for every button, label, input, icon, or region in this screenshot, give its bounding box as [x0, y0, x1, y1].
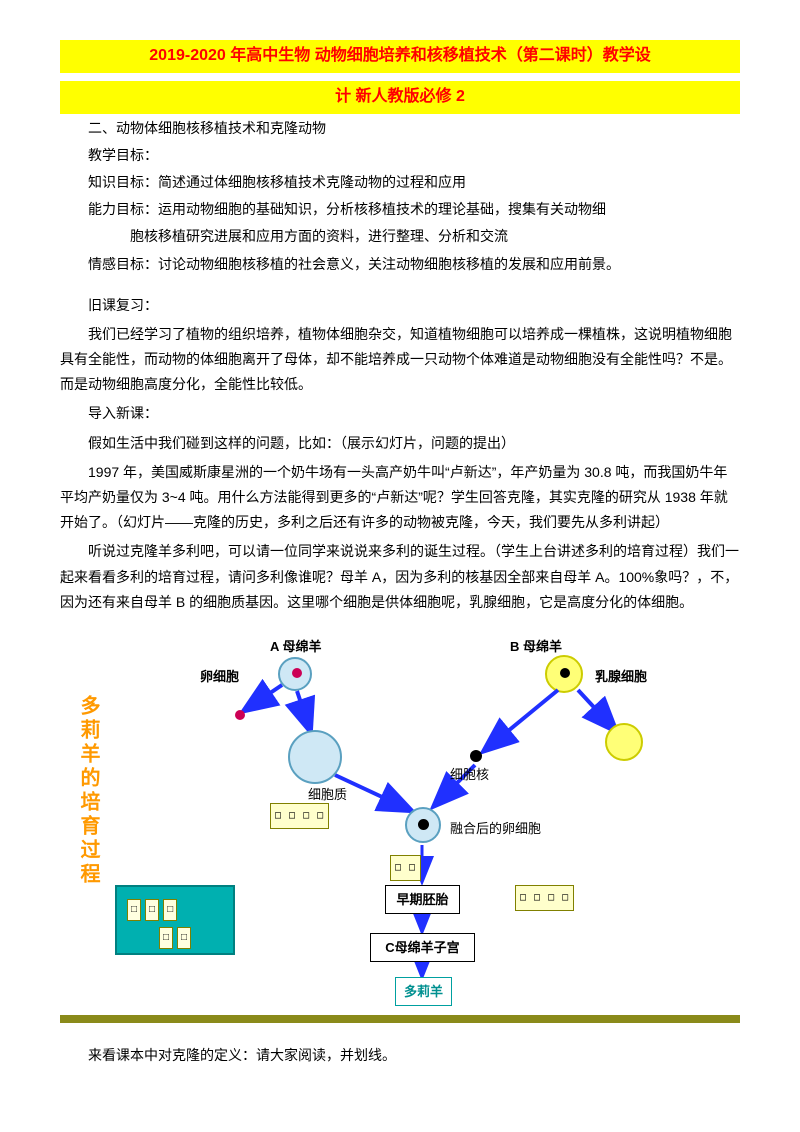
doc-title-1: 2019-2020 年高中生物 动物细胞培养和核移植技术（第二课时）教学设 [60, 40, 740, 73]
smallbox-2: □ □ [390, 855, 421, 881]
isolated-nucleus [470, 750, 482, 762]
intro-p3: 听说过克隆羊多利吧，可以请一位同学来说说来多利的诞生过程。（学生上台讲述多利的培… [60, 539, 740, 615]
intro-p2: 1997 年，美国威斯康星洲的一个奶牛场有一头高产奶牛叫“卢新达”，年产奶量为 … [60, 460, 740, 536]
fused-label: 融合后的卵细胞 [450, 817, 541, 840]
review-p1: 我们已经学习了植物的组织培养，植物体细胞杂交，知道植物细胞可以培养成一棵植株，这… [60, 322, 740, 398]
doc-title-2: 计 新人教版必修 2 [60, 81, 740, 114]
ejected-nucleus [235, 710, 245, 720]
nucleus-label: 细胞核 [450, 763, 489, 786]
ability-goal-1: 能力目标：运用动物细胞的基础知识，分析核移植技术的理论基础，搜集有关动物细 [60, 197, 740, 222]
ability-goal-2: 胞核移植研究进展和应用方面的资料，进行整理、分析和交流 [60, 224, 740, 249]
result-box: 多莉羊 [395, 977, 452, 1006]
intro-p1: 假如生活中我们碰到这样的问题，比如：（展示幻灯片，问题的提出） [60, 431, 740, 456]
empty-mammary [605, 723, 643, 761]
enucleated-egg [288, 730, 342, 784]
goals-header: 教学目标： [60, 143, 740, 168]
fused-cell-nucleus [418, 819, 429, 830]
embryo-box: 早期胚胎 [385, 885, 460, 914]
uterus-box: C母绵羊子宫 [370, 933, 475, 962]
knowledge-goal: 知识目标：简述通过体细胞核移植技术克隆动物的过程和应用 [60, 170, 740, 195]
smallbox-1: □ □ □ □ [270, 803, 329, 829]
dolly-diagram: 多莉羊的培育过程 □□□ □□ A 母绵羊 B 母绵羊 卵细胞 乳腺细胞 [60, 635, 740, 1005]
footer-text: 来看课本中对克隆的定义：请大家阅读，并划线。 [60, 1043, 740, 1068]
divider [60, 1015, 740, 1023]
review-heading: 旧课复习： [60, 293, 740, 318]
intro-heading: 导入新课： [60, 401, 740, 426]
emotion-goal: 情感目标：讨论动物细胞核移植的社会意义，关注动物细胞核移植的发展和应用前景。 [60, 252, 740, 277]
section-heading: 二、动物体细胞核移植技术和克隆动物 [60, 116, 740, 141]
smallbox-3: □ □ □ □ [515, 885, 574, 911]
